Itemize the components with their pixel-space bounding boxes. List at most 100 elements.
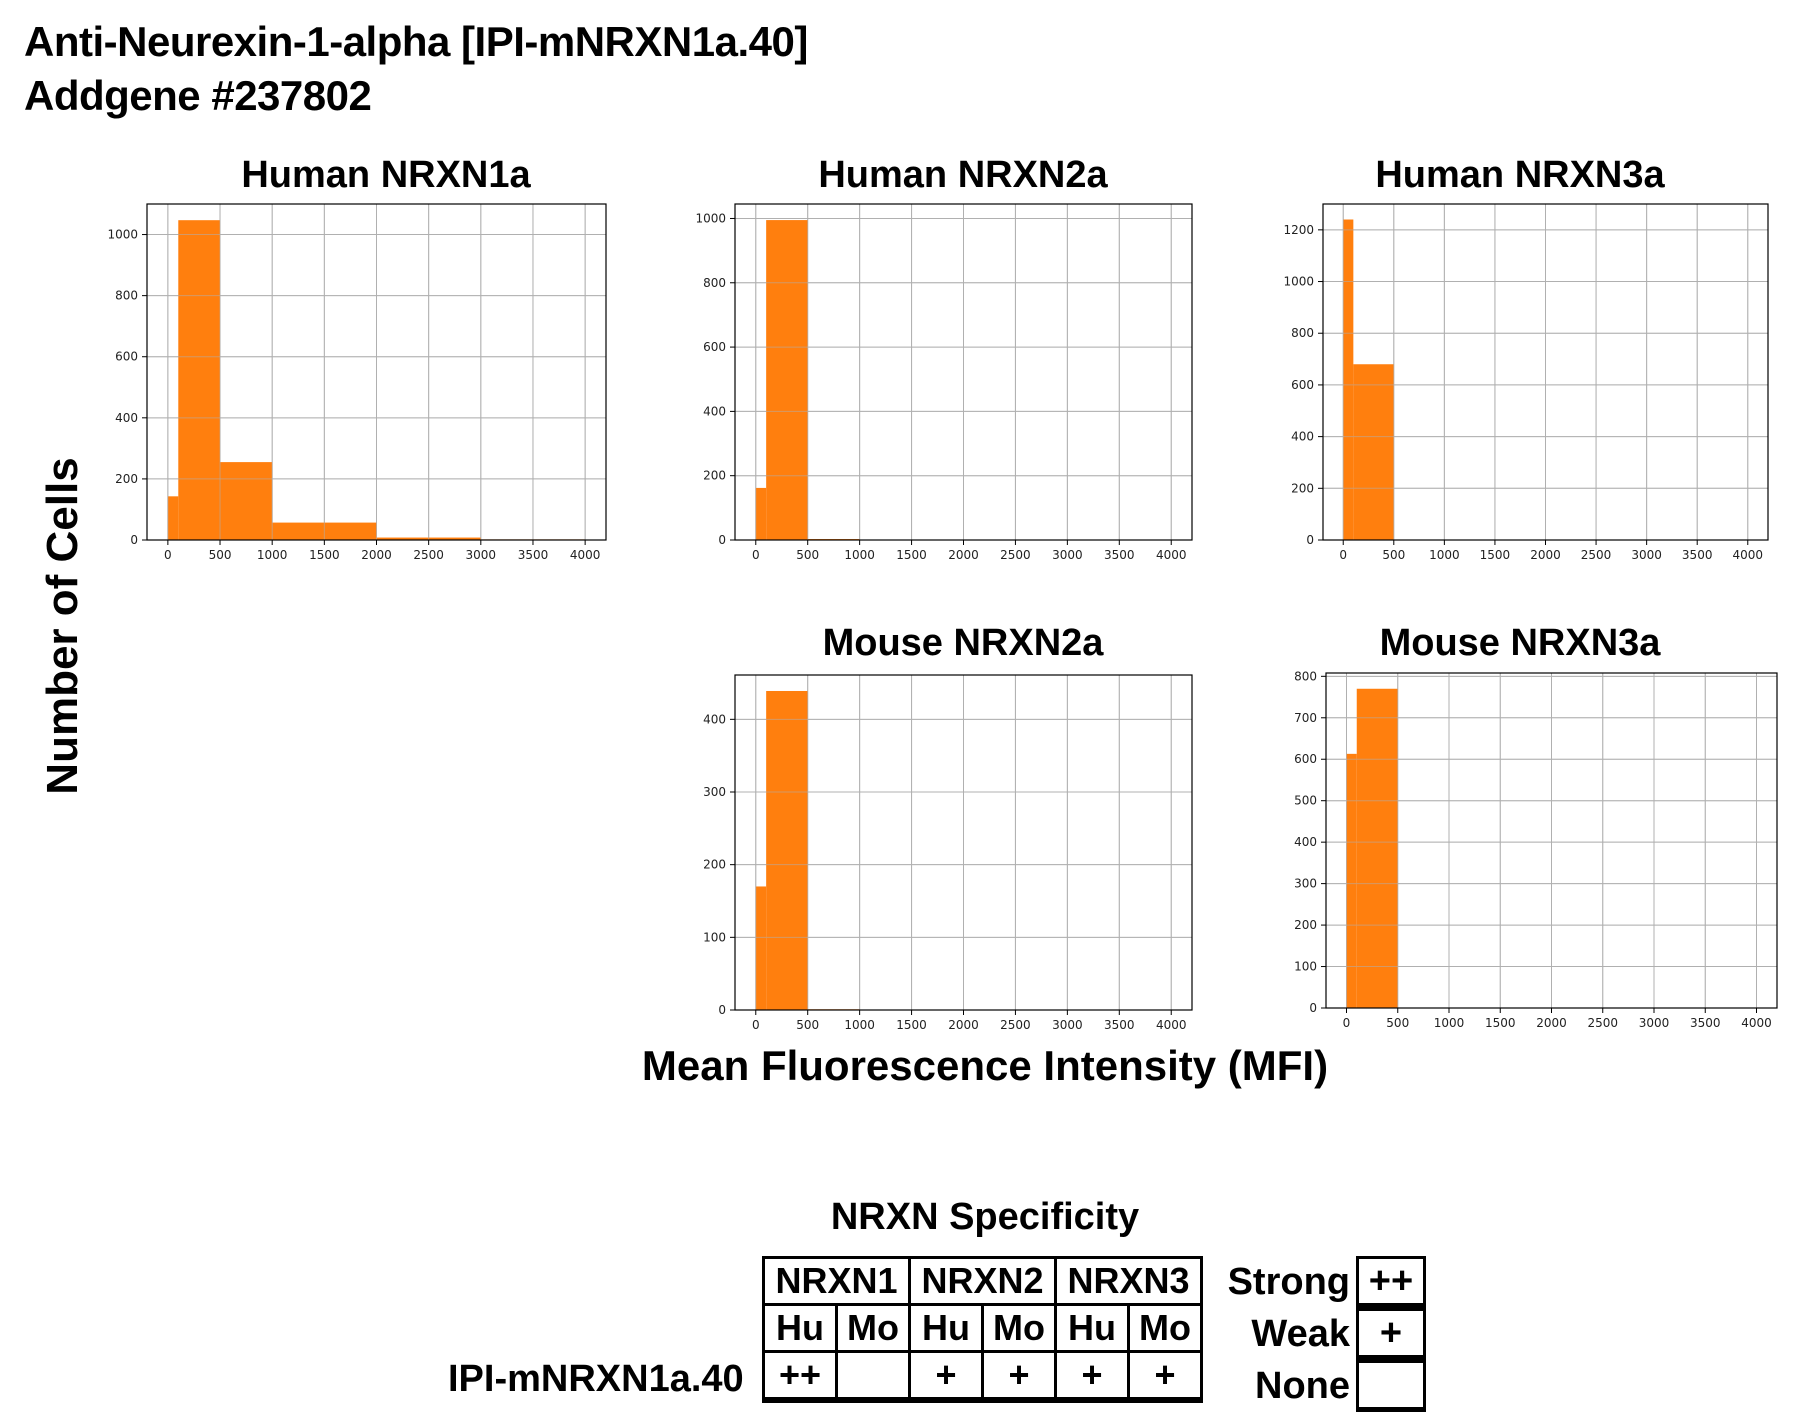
x-tick-label: 1000 bbox=[1429, 548, 1460, 562]
x-tick-label: 1500 bbox=[1485, 1016, 1516, 1030]
x-tick-label: 1500 bbox=[1480, 548, 1511, 562]
chart-title-human-nrxn2a: Human NRXN2a bbox=[818, 154, 1108, 196]
x-tick-label: 500 bbox=[1382, 548, 1405, 562]
legend-item-weak: Weak + bbox=[1180, 1308, 1426, 1360]
legend-label: Strong bbox=[1227, 1260, 1350, 1303]
y-tick-label: 600 bbox=[1294, 752, 1317, 766]
group-header-row: NRXN1 NRXN2 NRXN3 bbox=[762, 1256, 1203, 1306]
histogram-bar bbox=[1353, 364, 1394, 540]
specificity-cell bbox=[835, 1350, 911, 1403]
histogram-bar bbox=[178, 220, 221, 540]
histogram-mouse-nrxn2a: 0 500 1000 1500 2000 2500 3000 3500 4000 0 100 200 3… bbox=[703, 674, 1193, 1032]
x-tick-label: 4000 bbox=[1732, 548, 1763, 562]
x-tick-label: 2000 bbox=[948, 548, 979, 562]
x-tick-label: 3000 bbox=[1639, 1016, 1670, 1030]
y-tick-label: 100 bbox=[703, 930, 726, 944]
y-tick-label: 1000 bbox=[695, 211, 726, 225]
y-tick-label: 800 bbox=[1294, 669, 1317, 683]
y-tick-label: 1200 bbox=[1283, 223, 1314, 237]
x-tick-label: 2500 bbox=[413, 548, 444, 562]
y-tick-label: 400 bbox=[703, 404, 726, 418]
legend-symbol: + bbox=[1356, 1308, 1426, 1360]
histogram-bar bbox=[766, 220, 808, 541]
y-tick-label: 700 bbox=[1294, 711, 1317, 725]
histogram-human-nrxn2a: 0 500 1000 1500 2000 2500 3000 3500 4000 0 200 400 6… bbox=[695, 203, 1193, 562]
legend-label: Weak bbox=[1251, 1312, 1350, 1355]
legend-item-none: None bbox=[1180, 1360, 1426, 1412]
species-header: Hu bbox=[1054, 1303, 1130, 1353]
x-tick-label: 2500 bbox=[1581, 548, 1612, 562]
specificity-cell: + bbox=[981, 1350, 1057, 1403]
y-tick-label: 0 bbox=[1309, 1001, 1317, 1015]
y-tick-label: 800 bbox=[115, 289, 138, 303]
species-header-row: Hu Mo Hu Mo Hu Mo bbox=[762, 1303, 1203, 1353]
x-tick-label: 3500 bbox=[1682, 548, 1713, 562]
x-tick-label: 2500 bbox=[1587, 1016, 1618, 1030]
y-tick-label: 600 bbox=[1291, 378, 1314, 392]
y-tick-label: 0 bbox=[1306, 533, 1314, 547]
x-tick-label: 0 bbox=[752, 548, 760, 562]
y-tick-label: 600 bbox=[703, 340, 726, 354]
specificity-title: NRXN Specificity bbox=[830, 1196, 1140, 1238]
species-header: Hu bbox=[908, 1303, 984, 1353]
x-tick-label: 0 bbox=[1343, 1016, 1351, 1030]
y-tick-label: 200 bbox=[1291, 481, 1314, 495]
histogram-bar bbox=[1356, 688, 1398, 1008]
x-tick-label: 0 bbox=[164, 548, 172, 562]
group-header: NRXN2 bbox=[908, 1256, 1057, 1306]
y-tick-label: 200 bbox=[703, 858, 726, 872]
specificity-cell: + bbox=[908, 1350, 984, 1403]
y-tick-label: 0 bbox=[718, 1003, 726, 1017]
figure-title: Anti-Neurexin-1-alpha [IPI-mNRXN1a.40] bbox=[24, 18, 808, 65]
y-tick-label: 100 bbox=[1294, 960, 1317, 974]
y-tick-label: 300 bbox=[1294, 877, 1317, 891]
y-tick-label: 400 bbox=[115, 411, 138, 425]
specificity-cell: + bbox=[1054, 1350, 1130, 1403]
antibody-row-label: IPI-mNRXN1a.40 bbox=[448, 1358, 744, 1400]
group-header: NRXN1 bbox=[762, 1256, 911, 1306]
table-row: ++ + + + + bbox=[762, 1350, 1203, 1403]
x-tick-label: 2000 bbox=[948, 1018, 979, 1032]
legend-symbol bbox=[1356, 1360, 1426, 1412]
y-tick-label: 1000 bbox=[1283, 275, 1314, 289]
x-tick-label: 1500 bbox=[896, 1018, 927, 1032]
x-tick-label: 4000 bbox=[1741, 1016, 1772, 1030]
x-tick-label: 0 bbox=[1339, 548, 1347, 562]
legend-item-strong: Strong ++ bbox=[1180, 1256, 1426, 1308]
y-tick-label: 200 bbox=[1294, 918, 1317, 932]
x-tick-label: 2500 bbox=[1000, 1018, 1031, 1032]
x-tick-label: 3500 bbox=[1104, 548, 1135, 562]
legend-label: None bbox=[1255, 1364, 1350, 1407]
x-tick-label: 3000 bbox=[466, 548, 497, 562]
group-header: NRXN3 bbox=[1054, 1256, 1203, 1306]
y-tick-label: 1000 bbox=[107, 228, 138, 242]
histogram-mouse-nrxn3a: 0 500 1000 1500 2000 2500 3000 3500 4000 0 100 200 3… bbox=[1294, 669, 1778, 1030]
addgene-id: Addgene #237802 bbox=[24, 72, 372, 119]
legend-symbol: ++ bbox=[1356, 1256, 1426, 1308]
chart-title-mouse-nrxn3a: Mouse NRXN3a bbox=[1379, 622, 1661, 664]
y-tick-label: 300 bbox=[703, 785, 726, 799]
x-axis-label: Mean Fluorescence Intensity (MFI) bbox=[641, 1042, 1329, 1089]
x-tick-label: 500 bbox=[209, 548, 232, 562]
x-tick-label: 2000 bbox=[361, 548, 392, 562]
x-tick-label: 2000 bbox=[1530, 548, 1561, 562]
x-tick-label: 1000 bbox=[844, 1018, 875, 1032]
specificity-cell: + bbox=[1127, 1350, 1203, 1403]
y-tick-label: 400 bbox=[1294, 835, 1317, 849]
x-tick-label: 500 bbox=[796, 548, 819, 562]
histogram-bar bbox=[1343, 219, 1354, 540]
x-tick-label: 2500 bbox=[1000, 548, 1031, 562]
x-tick-label: 4000 bbox=[1156, 1018, 1187, 1032]
x-tick-label: 1000 bbox=[257, 548, 288, 562]
x-tick-label: 1500 bbox=[309, 548, 340, 562]
x-tick-label: 1500 bbox=[896, 548, 927, 562]
chart-title-human-nrxn3a: Human NRXN3a bbox=[1375, 154, 1665, 196]
x-tick-label: 3500 bbox=[1690, 1016, 1721, 1030]
y-tick-label: 0 bbox=[130, 533, 138, 547]
chart-title-human-nrxn1a: Human NRXN1a bbox=[241, 154, 531, 196]
x-tick-label: 3500 bbox=[1104, 1018, 1135, 1032]
chart-title-mouse-nrxn2a: Mouse NRXN2a bbox=[822, 622, 1104, 664]
x-tick-label: 4000 bbox=[570, 548, 601, 562]
histogram-bar bbox=[766, 690, 808, 1010]
x-tick-label: 3000 bbox=[1052, 548, 1083, 562]
